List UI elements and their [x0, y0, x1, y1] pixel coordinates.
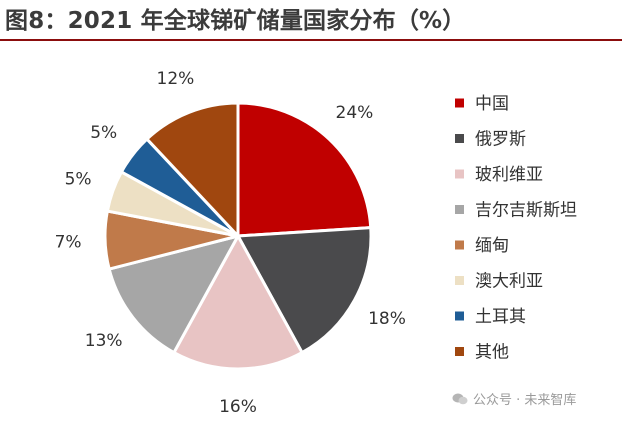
- pie-labels: 24% 18% 16% 13% 7% 5% 5% 12%: [55, 69, 406, 417]
- legend-swatch: [455, 134, 464, 143]
- legend-swatch: [455, 240, 464, 250]
- legend-label: 缅甸: [475, 236, 509, 256]
- legend-swatch: [455, 347, 464, 356]
- chart-title: 图8：2021 年全球锑矿储量国家分布（%）: [5, 8, 466, 34]
- legend-label: 俄罗斯: [475, 130, 526, 150]
- slice-value-label: 13%: [85, 331, 123, 351]
- legend-label: 吉尔吉斯斯坦: [475, 201, 577, 221]
- slice-value-label: 5%: [90, 123, 117, 143]
- pie-slices: [103, 101, 373, 371]
- watermark-text: 公众号 · 未来智库: [473, 393, 577, 408]
- pie-slice-4: [107, 234, 240, 355]
- pie-slice-2: [236, 226, 373, 355]
- watermark: 公众号 · 未来智库: [452, 389, 576, 408]
- legend-label: 中国: [475, 94, 509, 114]
- pie-slice-8: [145, 101, 240, 238]
- slice-value-label: 7%: [55, 232, 82, 252]
- legend-swatch: [455, 205, 464, 214]
- slice-value-label: 24%: [336, 103, 374, 123]
- slice-value-label: 18%: [368, 309, 406, 329]
- legend-label: 其他: [475, 343, 509, 363]
- pie-slice-3: [172, 234, 304, 371]
- slice-value-label: 5%: [65, 169, 92, 189]
- legend-swatch: [455, 311, 464, 321]
- legend-label: 玻利维亚: [475, 165, 543, 185]
- title-divider: [0, 39, 622, 41]
- legend-label: 土耳其: [475, 307, 526, 327]
- slice-value-label: 16%: [219, 397, 257, 417]
- legend-label: 澳大利亚: [475, 272, 543, 292]
- legend-swatch: [455, 98, 464, 108]
- slice-value-label: 12%: [157, 69, 195, 89]
- wechat-icon: [452, 393, 468, 405]
- legend-swatch: [455, 276, 464, 285]
- pie-slice-1: [236, 101, 373, 238]
- legend-swatch: [455, 169, 464, 179]
